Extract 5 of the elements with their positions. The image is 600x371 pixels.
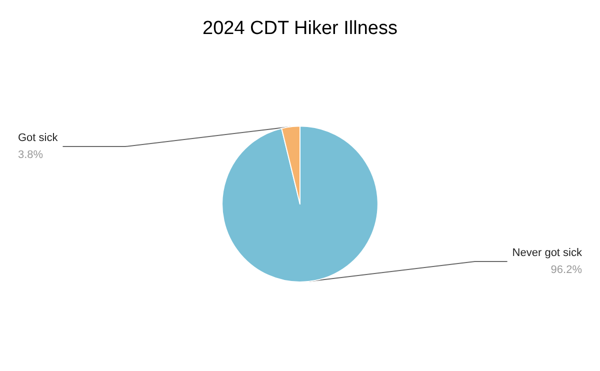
slice-label: Got sick <box>18 132 58 144</box>
data-label: 96.2% <box>550 264 582 276</box>
chart-title: 2024 CDT Hiker Illness <box>202 18 398 39</box>
slice-label: Never got sick <box>512 247 582 260</box>
data-label: 3.8% <box>18 149 44 162</box>
